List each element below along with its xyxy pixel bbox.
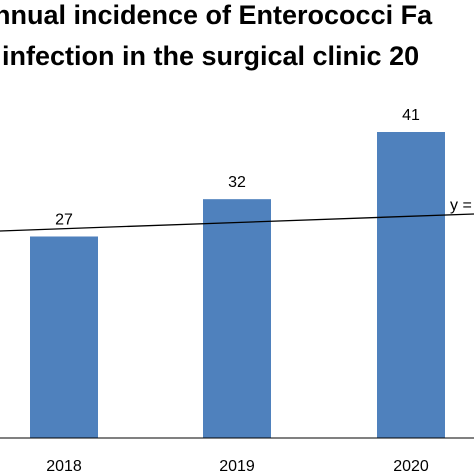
bar-2020 — [377, 132, 445, 438]
bar-2018 — [30, 236, 98, 438]
x-tick-label-2018: 2018 — [46, 458, 82, 474]
data-labels: 27 32 41 — [55, 107, 420, 228]
data-label-2018: 27 — [55, 211, 73, 228]
trendline — [0, 213, 474, 232]
x-tick-label-2020: 2020 — [393, 458, 429, 474]
chart-title-line-2: infection in the surgical clinic 20 — [2, 41, 419, 71]
x-tick-labels: 2018 2019 2020 — [46, 458, 429, 474]
chart-title-line-1: nnual incidence of Enterococci Fa — [0, 0, 433, 30]
data-label-2019: 32 — [228, 174, 246, 191]
chart-title: nnual incidence of Enterococci Fa infect… — [0, 0, 433, 71]
trendline-equation-label: y = — [450, 197, 472, 214]
data-label-2020: 41 — [402, 107, 420, 124]
bar-series — [30, 132, 445, 438]
bar-2019 — [203, 199, 271, 438]
x-tick-label-2019: 2019 — [219, 458, 255, 474]
